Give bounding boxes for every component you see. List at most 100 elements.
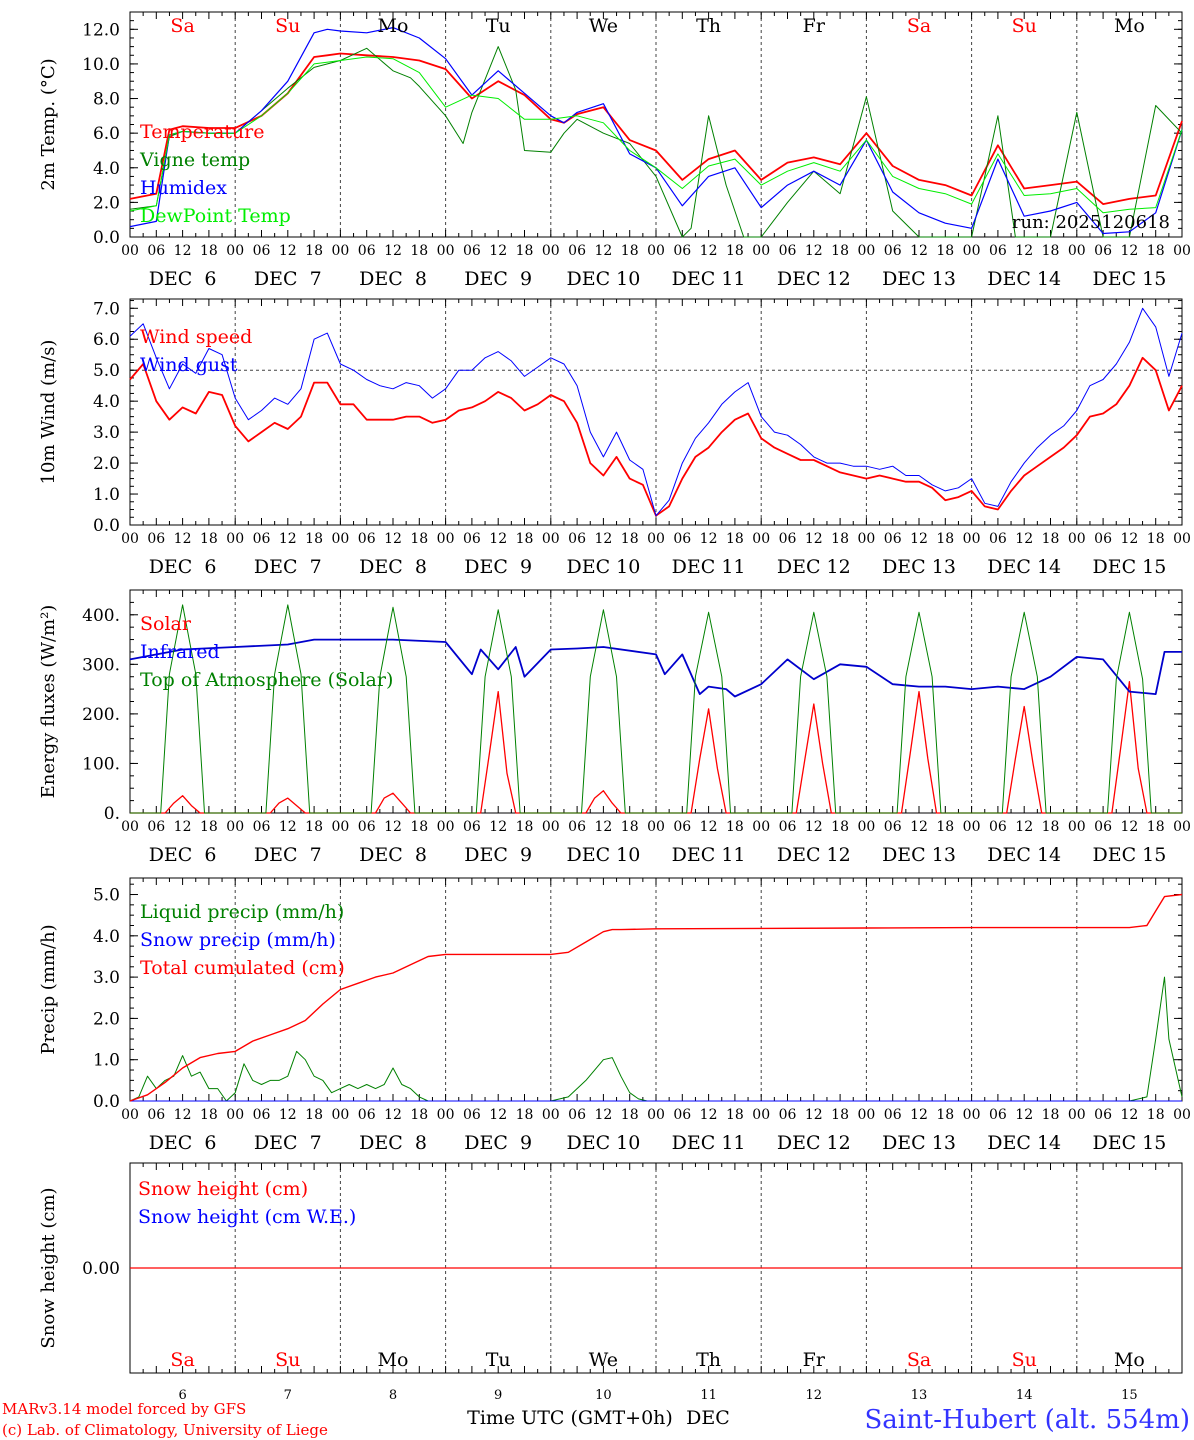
hour-label: 18 <box>726 243 744 259</box>
panel-temp: 0.0 2.0 4.0 6.0 8.0 10.0 12.0 2m Temp. (°C) Temp… <box>38 11 1191 290</box>
hour-label: 00 <box>437 531 455 547</box>
hour-label: 12 <box>384 1107 402 1123</box>
hour-label: 06 <box>253 819 271 835</box>
hour-label: 18 <box>936 531 954 547</box>
hour-label: 00 <box>1068 1107 1086 1123</box>
hour-label: 18 <box>831 1107 849 1123</box>
weekday-label: Mo <box>1114 15 1145 37</box>
hour-label: 00 <box>331 243 349 259</box>
date-label: DEC 12 <box>777 556 851 578</box>
hour-label: 00 <box>121 243 139 259</box>
hour-label: 06 <box>884 819 902 835</box>
series-humidex <box>129 27 1183 235</box>
hour-label: 06 <box>358 243 376 259</box>
date-label: DEC 14 <box>987 556 1061 578</box>
date-label: DEC 13 <box>882 268 956 290</box>
hour-label: 12 <box>174 1107 192 1123</box>
hour-label: 12 <box>805 243 823 259</box>
hour-label: 12 <box>384 819 402 835</box>
hour-label: 12 <box>1120 1107 1138 1123</box>
hour-label: 06 <box>463 243 481 259</box>
hour-label: 00 <box>121 819 139 835</box>
y-tick-label: 100. <box>82 754 120 774</box>
hour-label: 00 <box>331 531 349 547</box>
hour-label: 00 <box>331 819 349 835</box>
hour-label: 12 <box>910 1107 928 1123</box>
weekday-label: Su <box>275 15 300 37</box>
legend-entry: Vigne temp <box>139 149 250 171</box>
hour-label: 18 <box>831 819 849 835</box>
y-tick-label: 0.00 <box>82 1259 120 1279</box>
weekday-label: Su <box>275 1349 300 1371</box>
date-label: DEC 11 <box>672 1132 746 1154</box>
day-number-label: 13 <box>911 1388 928 1403</box>
hour-label: 06 <box>463 1107 481 1123</box>
hour-label: 00 <box>857 1107 875 1123</box>
hour-label: 06 <box>568 531 586 547</box>
y-tick-label: 0.0 <box>93 228 120 248</box>
hour-label: 12 <box>1120 531 1138 547</box>
y-tick-label: 4.0 <box>93 159 120 179</box>
y-tick-label: 6.0 <box>93 330 120 350</box>
hour-label: 12 <box>805 1107 823 1123</box>
y-tick-label: 200. <box>82 705 120 725</box>
hour-label: 00 <box>1173 531 1191 547</box>
hour-label: 18 <box>726 1107 744 1123</box>
hour-label: 06 <box>884 531 902 547</box>
hour-label: 00 <box>647 243 665 259</box>
weekday-label: Sa <box>170 1349 194 1371</box>
hour-label: 12 <box>1015 1107 1033 1123</box>
date-label: DEC 10 <box>566 556 640 578</box>
y-tick-label: 3.0 <box>93 423 120 443</box>
date-label: DEC 15 <box>1092 556 1166 578</box>
hour-label: 12 <box>594 819 612 835</box>
panel-wind: 0.0 1.0 2.0 3.0 4.0 5.0 6.0 7.0 10m Wind (m/s) Wi… <box>38 298 1191 578</box>
hour-label: 18 <box>410 819 428 835</box>
hour-label: 00 <box>963 531 981 547</box>
date-label: DEC 7 <box>254 844 322 866</box>
hour-label: 00 <box>226 1107 244 1123</box>
hour-label: 00 <box>963 1107 981 1123</box>
date-label: DEC 12 <box>777 268 851 290</box>
y-tick-label: 10.0 <box>82 55 120 75</box>
hour-label: 12 <box>384 243 402 259</box>
hour-label: 00 <box>437 819 455 835</box>
legend-entry: Liquid precip (mm/h) <box>140 901 344 923</box>
date-label: DEC 6 <box>149 268 217 290</box>
hour-label: 06 <box>673 1107 691 1123</box>
hour-label: 06 <box>568 819 586 835</box>
hour-label: 18 <box>621 531 639 547</box>
hour-label: 00 <box>226 819 244 835</box>
hour-label: 00 <box>331 1107 349 1123</box>
legend-entry: Solar <box>140 613 192 635</box>
day-number-label: 9 <box>494 1388 502 1403</box>
date-label: DEC 8 <box>359 268 427 290</box>
hour-label: 12 <box>1120 243 1138 259</box>
weekday-label: Fr <box>803 1349 826 1371</box>
hour-label: 00 <box>121 1107 139 1123</box>
date-label: DEC 8 <box>359 556 427 578</box>
y-tick-label: 300. <box>82 655 120 675</box>
hour-label: 12 <box>910 531 928 547</box>
day-number-label: 11 <box>700 1388 717 1403</box>
hour-label: 12 <box>910 819 928 835</box>
hour-label: 12 <box>489 819 507 835</box>
hour-label: 00 <box>1173 1107 1191 1123</box>
hour-label: 00 <box>752 819 770 835</box>
series-infrared <box>129 638 1182 698</box>
hour-label: 00 <box>1068 819 1086 835</box>
hour-label: 18 <box>305 531 323 547</box>
hour-label: 00 <box>752 1107 770 1123</box>
x-axis-month: DEC <box>686 1407 730 1429</box>
date-label: DEC 8 <box>359 1132 427 1154</box>
hour-label: 06 <box>463 819 481 835</box>
y-axis-label: 2m Temp. (°C) <box>38 58 59 190</box>
hour-label: 00 <box>857 531 875 547</box>
hour-label: 12 <box>700 243 718 259</box>
weekday-label: Sa <box>907 1349 931 1371</box>
hour-label: 18 <box>1042 531 1060 547</box>
hour-label: 06 <box>1094 531 1112 547</box>
date-label: DEC 9 <box>464 268 532 290</box>
hour-label: 12 <box>594 243 612 259</box>
